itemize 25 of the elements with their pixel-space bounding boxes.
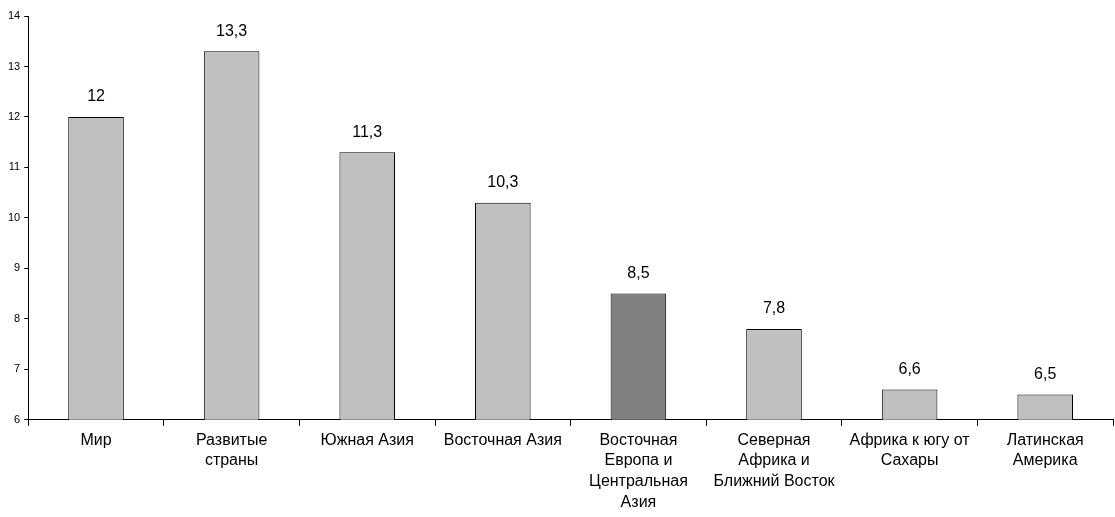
data-label: 13,3 <box>216 21 248 39</box>
data-label: 7,8 <box>762 299 786 317</box>
data-label: 6,5 <box>1034 364 1057 382</box>
y-tick-label: 13 <box>7 59 21 72</box>
x-tick-label: Восточная Азия <box>443 430 562 448</box>
data-label: 6,6 <box>898 359 921 377</box>
x-tick-label: Южная Азия <box>320 430 414 448</box>
x-tick-label: Африка к югу от Сахары <box>849 430 971 469</box>
x-tick-label: Восточная Европа и Центральная Азия <box>589 430 688 511</box>
data-label: 12 <box>87 87 106 105</box>
data-label: 8,5 <box>627 264 650 282</box>
data-label: 11,3 <box>352 122 383 140</box>
x-tick-label: Развитые страны <box>195 430 268 469</box>
y-tick-label: 10 <box>7 210 21 223</box>
y-tick-label: 9 <box>14 261 21 274</box>
y-tick-label: 6 <box>14 412 21 425</box>
x-tick-label: Мир <box>80 430 112 448</box>
y-tick-label: 12 <box>7 109 21 122</box>
y-tick-label: 8 <box>14 311 21 324</box>
x-tick-label: Латинская Америка <box>1006 430 1084 469</box>
y-tick-label: 14 <box>7 9 21 22</box>
y-tick-label: 7 <box>14 362 21 375</box>
data-label: 10,3 <box>487 173 519 191</box>
x-tick-label: Северная Африка и Ближний Восток <box>713 430 836 490</box>
y-tick-label: 11 <box>8 160 21 173</box>
